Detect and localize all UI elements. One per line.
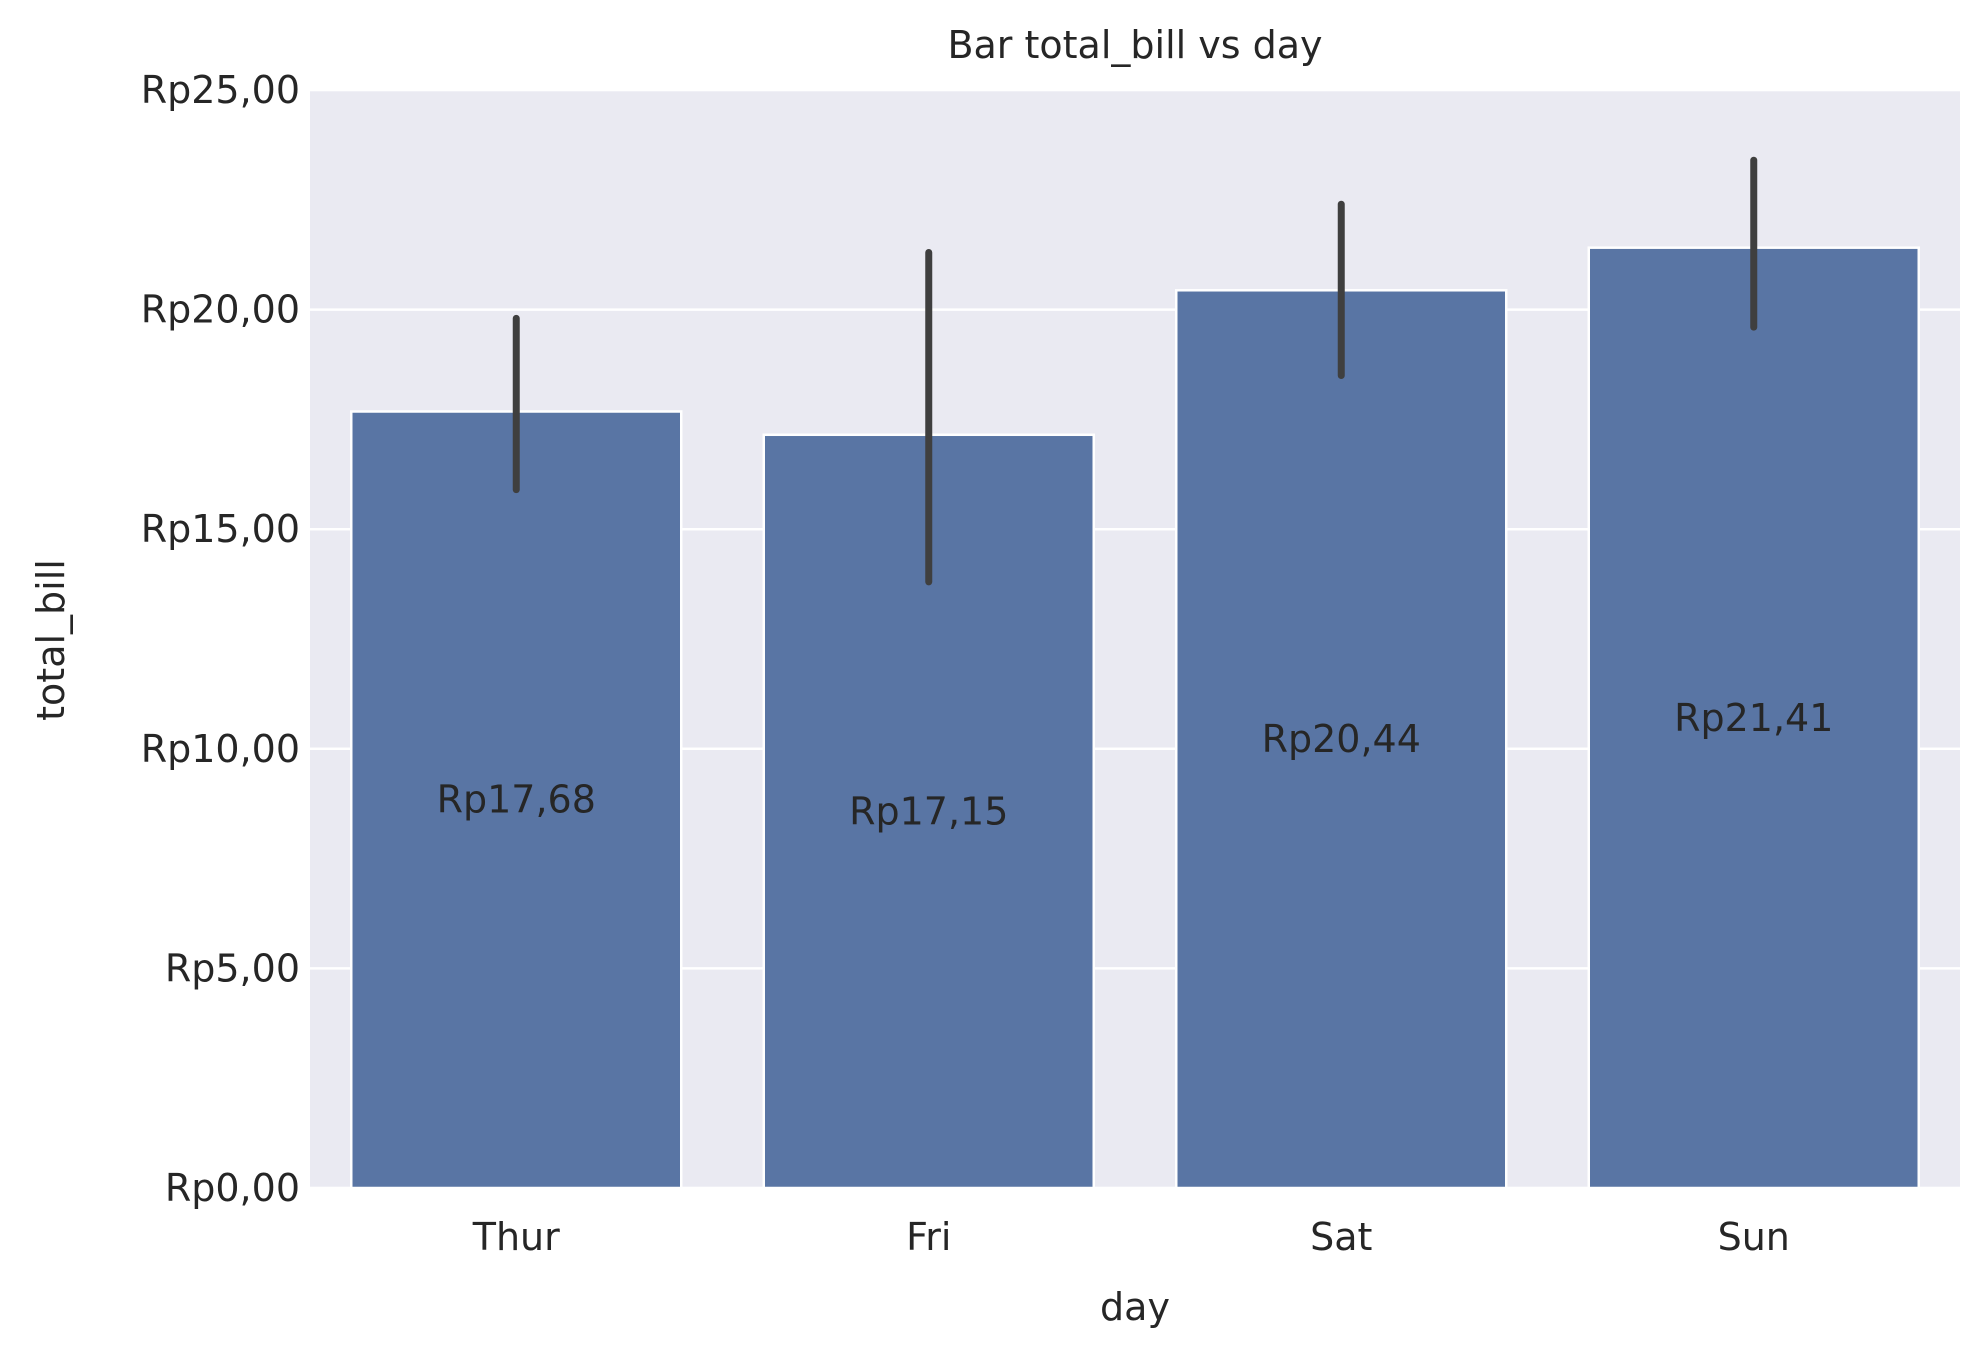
bar-thur bbox=[350, 410, 683, 1190]
y-tick-label: Rp20,00 bbox=[141, 288, 300, 332]
x-tick-label: Sat bbox=[1310, 1215, 1372, 1259]
chart-title: Bar total_bill vs day bbox=[947, 23, 1322, 67]
x-tick-label: Thur bbox=[472, 1215, 560, 1259]
x-tick-labels: Thur Fri Sat Sun bbox=[472, 1215, 1790, 1259]
bar-value-label: Rp17,15 bbox=[849, 789, 1008, 833]
y-tick-label: Rp25,00 bbox=[141, 68, 300, 112]
x-tick-label: Fri bbox=[906, 1215, 951, 1259]
bar-value-label: Rp20,44 bbox=[1262, 717, 1421, 761]
bars bbox=[350, 246, 1920, 1190]
y-tick-label: Rp10,00 bbox=[141, 727, 300, 771]
y-axis-label: total_bill bbox=[29, 559, 73, 721]
x-axis-label: day bbox=[1100, 1285, 1170, 1329]
y-tick-label: Rp5,00 bbox=[165, 946, 300, 990]
x-tick-label: Sun bbox=[1718, 1215, 1790, 1259]
bar-sun bbox=[1587, 246, 1920, 1190]
error-bars bbox=[512, 156, 1758, 586]
y-tick-label: Rp0,00 bbox=[165, 1166, 300, 1210]
bar-value-label: Rp21,41 bbox=[1674, 696, 1833, 740]
bar-value-labels: Rp17,68 Rp17,15 Rp20,44 Rp21,41 bbox=[437, 696, 1834, 834]
y-tick-label: Rp15,00 bbox=[141, 507, 300, 551]
bar-sat bbox=[1175, 289, 1508, 1190]
bar-value-label: Rp17,68 bbox=[437, 778, 596, 822]
y-tick-labels: Rp0,00 Rp5,00 Rp10,00 Rp15,00 Rp20,00 Rp25,00 bbox=[141, 68, 300, 1210]
